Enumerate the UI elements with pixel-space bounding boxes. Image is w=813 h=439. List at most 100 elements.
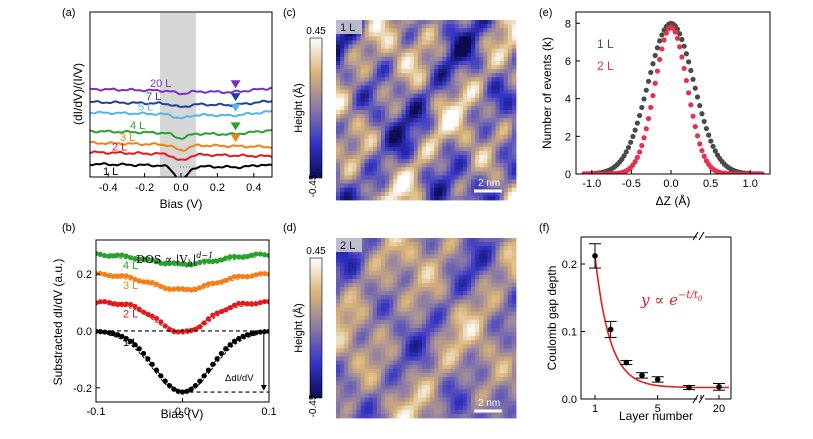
map-pixel [471,405,476,411]
panel-b-point-3L [266,271,269,278]
map-pixel [511,344,517,349]
panel-f-fit-curve [594,255,730,389]
map-pixel [405,32,411,37]
map-pixel [466,60,472,66]
map-pixel [368,360,374,366]
map-pixel [491,159,496,164]
map-pixel [348,328,353,333]
map-pixel [397,24,402,29]
map-pixel [450,155,456,160]
map-pixel [438,114,443,119]
map-pixel [376,110,382,115]
map-pixel [462,179,468,185]
map-pixel [499,122,505,127]
map-pixel [409,40,415,45]
panel-b-point-1L [171,386,177,392]
map-pixel [372,377,378,382]
map-pixel [491,150,496,156]
map-pixel [511,126,517,131]
map-pixel [458,56,464,62]
map-pixel [336,356,341,362]
map-pixel [479,167,484,172]
panel-b-point-4L [136,256,142,262]
map-pixel [511,352,517,358]
map-pixel [405,122,411,127]
map-pixel [401,195,406,201]
map-pixel [405,283,411,288]
map-pixel [495,171,501,176]
map-pixel [393,262,398,268]
map-pixel [356,323,361,329]
map-pixel [344,413,349,419]
map-pixel [336,65,341,70]
map-pixel [450,167,456,172]
map-pixel [511,20,517,25]
map-pixel [348,283,353,288]
map-pixel [475,266,480,272]
map-pixel [475,48,480,54]
map-pixel [421,60,427,66]
map-pixel [413,150,419,156]
map-pixel [426,65,431,70]
map-pixel [360,340,366,345]
panel-b-point-4L [171,260,177,266]
map-pixel [507,238,513,243]
map-pixel [491,258,496,263]
panel-b-point-2L [110,301,116,307]
map-pixel [434,134,439,140]
map-pixel [393,377,398,382]
map-pixel [483,373,488,378]
map-pixel [462,171,468,176]
map-pixel [352,44,357,50]
map-pixel [385,183,390,189]
map-pixel [376,360,382,366]
map-pixel [352,274,357,280]
map-pixel [421,130,427,135]
map-pixel [376,377,382,382]
map-pixel [495,385,501,390]
map-pixel [458,97,464,103]
panel-e-point-2L [663,30,669,36]
map-pixel [487,65,492,70]
map-pixel [479,336,484,341]
map-pixel [442,183,447,189]
map-pixel [381,242,386,247]
panel-b-point-3L [205,281,212,287]
map-pixel [430,134,435,140]
map-pixel [466,134,472,140]
map-pixel [426,118,431,123]
map-pixel [426,336,431,341]
map-pixel [487,287,492,292]
map-pixel [385,85,390,90]
map-pixel [430,401,435,407]
map-pixel [495,250,501,255]
map-pixel [483,238,488,243]
map-pixel [360,97,366,103]
map-pixel [336,291,341,296]
map-pixel [401,97,406,103]
map-pixel [475,175,480,180]
map-pixel [503,348,509,353]
map-pixel [405,348,411,353]
map-pixel [405,40,411,45]
map-pixel [376,105,382,111]
map-pixel [364,405,370,411]
map-pixel [389,254,394,259]
map-pixel [446,348,451,353]
map-pixel [507,28,513,33]
map-pixel [356,405,361,411]
map-pixel [340,348,345,353]
map-pixel [446,381,451,386]
map-pixel [368,105,374,111]
map-pixel [487,69,492,74]
map-pixel [503,69,509,74]
map-pixel [376,340,382,345]
map-pixel [446,373,451,378]
map-pixel [413,56,419,62]
panel-b-label: (b) [62,222,75,234]
map-pixel [385,89,390,95]
map-pixel [372,138,378,144]
panel-d-cb-title: Height (Å) [292,303,305,353]
map-pixel [413,118,419,123]
map-pixel [340,150,345,156]
